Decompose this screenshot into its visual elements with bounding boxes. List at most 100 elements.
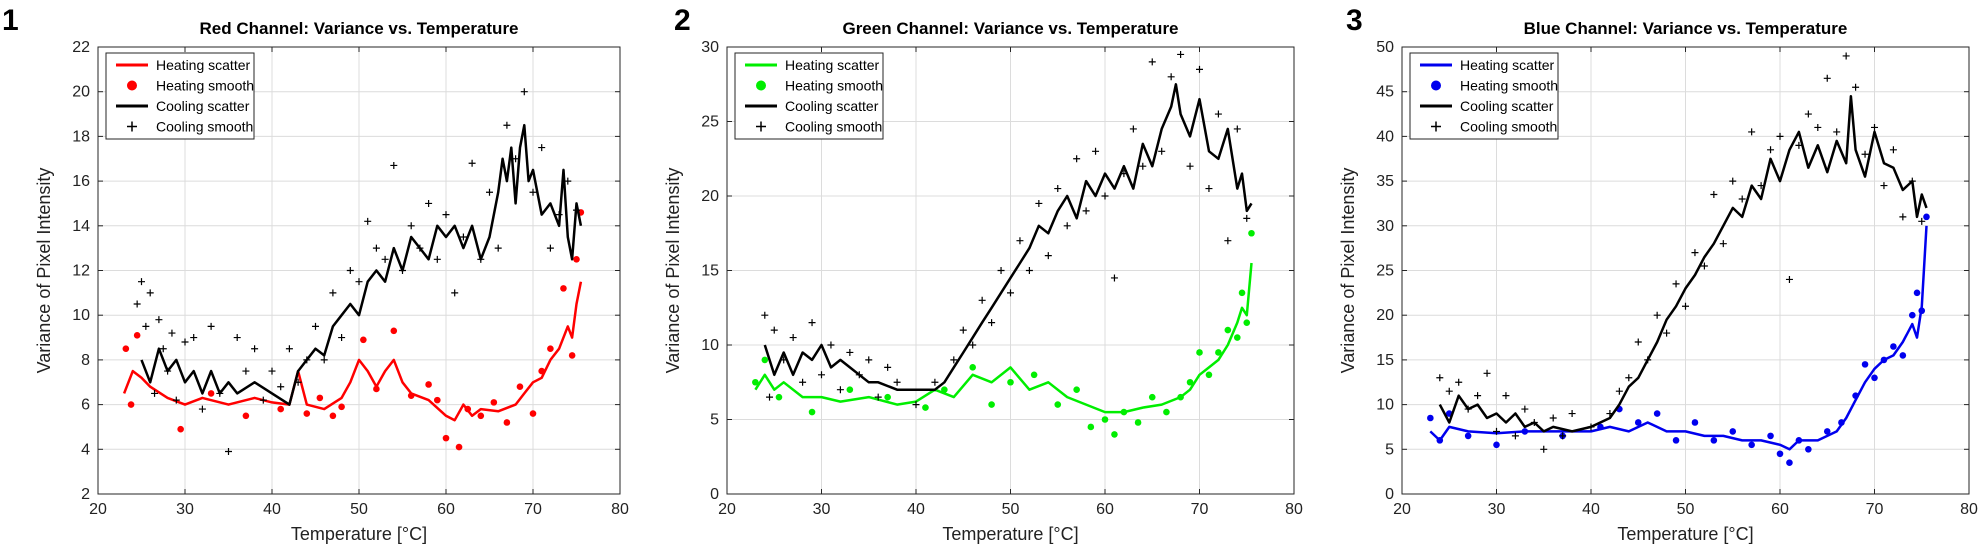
- chart-title: Red Channel: Variance vs. Temperature: [199, 19, 518, 38]
- data-point-plus-3-44: [1196, 65, 1203, 73]
- x-tick-label-3: 50: [1002, 501, 1020, 518]
- series-line-2: [763, 83, 1253, 391]
- data-point-dot-1-18: [1134, 419, 1142, 426]
- y-tick-label-2: 10: [701, 337, 719, 354]
- series-line-2: [1438, 94, 1928, 433]
- data-point-dot-1-25: [538, 367, 545, 375]
- y-tick-label-10: 50: [1376, 39, 1394, 56]
- data-point-plus-3-37: [1804, 110, 1812, 118]
- data-point-dot-1-7: [303, 410, 311, 417]
- data-point-plus-3-43: [468, 159, 476, 167]
- data-point-plus-3-42: [459, 233, 467, 241]
- data-point-dot-1-6: [922, 404, 929, 411]
- panel-label-2: 2: [674, 4, 691, 37]
- data-point-plus-3-9: [836, 386, 844, 394]
- data-point-plus-3-32: [1082, 207, 1090, 215]
- data-point-dot-1-3: [177, 425, 184, 433]
- data-point-dot-1-20: [1163, 408, 1170, 416]
- y-tick-label-2: 10: [1376, 397, 1394, 414]
- data-point-plus-3-6: [808, 319, 816, 327]
- data-point-plus-3-35: [399, 267, 406, 274]
- data-point-plus-3-21: [277, 383, 285, 391]
- data-point-plus-3-13: [207, 322, 215, 330]
- x-tick-label-5: 70: [1191, 501, 1209, 518]
- data-point-dot-1-23: [516, 383, 524, 391]
- data-point-plus-3-9: [1521, 405, 1529, 413]
- series-line-0: [754, 262, 1253, 414]
- data-point-dot-1-26: [1224, 326, 1232, 334]
- data-point-dot-1-21: [490, 399, 498, 406]
- data-point-plus-3-36: [1120, 170, 1128, 178]
- data-point-plus-3-54: [564, 177, 572, 185]
- data-point-plus-3-7: [818, 371, 825, 379]
- data-point-dot-1-2: [133, 332, 141, 339]
- data-point-plus-3-11: [1540, 445, 1548, 453]
- legend-label-0: Heating scatter: [1460, 57, 1554, 73]
- y-tick-label-6: 30: [1376, 218, 1394, 235]
- data-point-plus-3-4: [789, 334, 797, 342]
- data-point-dot-1-22: [1186, 378, 1194, 386]
- y-tick-label-1: 5: [710, 412, 719, 429]
- data-point-plus-3-15: [893, 378, 901, 386]
- data-point-plus-3-18: [251, 345, 259, 353]
- data-point-plus-3-19: [259, 396, 267, 404]
- y-tick-label-8: 40: [1376, 128, 1394, 145]
- data-point-dot-1-7: [1597, 423, 1604, 431]
- x-tick-label-4: 60: [1771, 501, 1789, 518]
- x-tick-label-2: 40: [1582, 501, 1600, 518]
- x-tick-label-2: 40: [263, 501, 281, 518]
- data-point-dot-1-25: [1215, 349, 1222, 356]
- data-point-dot-1-29: [1243, 319, 1251, 326]
- data-point-plus-3-53: [555, 211, 563, 219]
- x-tick-label-5: 70: [1866, 501, 1884, 518]
- data-point-plus-3-19: [959, 326, 967, 334]
- y-tick-label-0: 0: [710, 486, 719, 503]
- data-point-plus-3-2: [770, 326, 778, 334]
- data-point-plus-3-14: [884, 363, 892, 371]
- data-point-plus-3-32: [372, 244, 380, 252]
- data-point-dot-1-11: [360, 336, 367, 344]
- data-point-dot-1-21: [1177, 393, 1184, 401]
- data-point-dot-1-23: [1852, 392, 1859, 399]
- data-point-plus-3-22: [285, 345, 293, 353]
- data-point-plus-3-35: [1785, 275, 1793, 283]
- data-point-plus-3-35: [1110, 274, 1118, 282]
- legend-box: [1409, 52, 1559, 140]
- y-tick-label-5: 25: [701, 114, 719, 131]
- y-tick-label-7: 35: [1376, 173, 1394, 190]
- y-tick-label-8: 18: [72, 128, 90, 145]
- data-point-plus-3-0: [1436, 374, 1444, 382]
- y-tick-label-9: 20: [72, 84, 90, 101]
- x-tick-label-6: 80: [1960, 501, 1978, 518]
- data-point-dot-1-3: [1464, 432, 1472, 440]
- data-point-plus-3-24: [1682, 302, 1689, 310]
- data-point-plus-3-10: [181, 338, 189, 346]
- data-point-dot-1-16: [1767, 432, 1774, 440]
- data-point-plus-3-5: [1483, 369, 1491, 377]
- y-tick-label-0: 0: [1385, 486, 1394, 503]
- data-point-dot-1-11: [1672, 437, 1680, 444]
- data-point-plus-3-2: [1455, 378, 1463, 386]
- data-point-dot-1-12: [373, 385, 380, 393]
- data-point-plus-3-10: [1530, 418, 1538, 426]
- data-point-plus-3-36: [407, 222, 415, 230]
- legend-label-0: Heating scatter: [156, 57, 250, 73]
- data-point-dot-1-12: [1054, 401, 1062, 408]
- y-tick-label-10: 22: [72, 39, 90, 56]
- data-point-dot-1-14: [1729, 428, 1737, 435]
- x-tick-label-6: 80: [611, 501, 629, 518]
- data-point-plus-3-31: [364, 217, 372, 225]
- data-point-dot-1-14: [1087, 423, 1095, 431]
- data-point-dot-1-3: [808, 408, 816, 416]
- data-point-plus-3-12: [865, 356, 873, 364]
- data-point-plus-3-38: [1814, 123, 1822, 131]
- data-point-plus-3-40: [1158, 147, 1166, 155]
- data-point-dot-1-26: [547, 345, 554, 353]
- data-point-dot-1-13: [1710, 437, 1718, 444]
- data-point-plus-3-48: [1233, 125, 1241, 133]
- data-point-plus-3-39: [1148, 58, 1156, 66]
- data-point-plus-3-12: [1549, 414, 1557, 422]
- data-point-plus-3-13: [874, 393, 882, 401]
- x-tick-label-0: 20: [1393, 501, 1411, 518]
- data-point-plus-3-0: [133, 300, 141, 308]
